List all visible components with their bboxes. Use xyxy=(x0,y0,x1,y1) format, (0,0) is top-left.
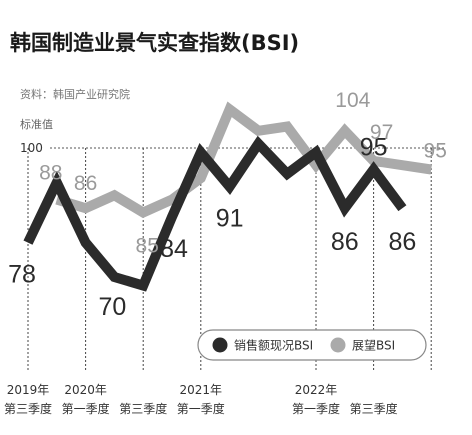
data-label: 86 xyxy=(331,228,359,256)
legend: 销售额现况BSI 展望BSI xyxy=(197,329,427,361)
reference-line-value: 100 xyxy=(20,141,43,155)
legend-box xyxy=(197,329,427,361)
chart-source: 资料：韩国产业研究院 xyxy=(20,87,130,101)
data-label: 91 xyxy=(216,205,244,233)
x-tick-year: 2022年 xyxy=(295,383,338,397)
reference-line-group: 100 xyxy=(20,141,446,155)
x-tick-year: 2019年 xyxy=(7,383,50,397)
vertical-guides xyxy=(27,148,432,372)
legend-marker-0 xyxy=(212,337,228,353)
x-tick-quarter: 第三季度 xyxy=(4,401,52,416)
legend-marker-1 xyxy=(330,337,346,353)
data-label: 95 xyxy=(360,134,388,162)
data-label: 78 xyxy=(8,261,36,289)
x-tick-quarter: 第一季度 xyxy=(292,401,340,416)
legend-label-1: 展望BSI xyxy=(352,339,395,353)
chart-title: 韩国制造业景气实查指数(BSI) xyxy=(10,31,299,55)
data-label: 86 xyxy=(388,228,416,256)
legend-label-0: 销售额现况BSI xyxy=(234,338,313,353)
data-label: 104 xyxy=(335,89,370,112)
data-label: 70 xyxy=(98,293,126,321)
x-tick-year: 2020年 xyxy=(64,383,107,397)
data-label: 85 xyxy=(136,235,159,258)
x-tick-quarter: 第三季度 xyxy=(119,401,167,416)
series-lines xyxy=(23,101,432,292)
series-line-1 xyxy=(55,101,432,219)
series-line-0 xyxy=(23,135,407,292)
data-label: 86 xyxy=(74,172,97,195)
x-tick-quarter: 第一季度 xyxy=(62,401,110,416)
data-label: 84 xyxy=(160,235,188,263)
reference-line-name: 标准值 xyxy=(20,117,53,131)
x-tick-quarter: 第一季度 xyxy=(177,401,225,416)
x-tick-quarter: 第三季度 xyxy=(350,401,398,416)
x-tick-year: 2021年 xyxy=(180,383,223,397)
data-label: 95 xyxy=(424,140,447,163)
data-label: 97 xyxy=(370,121,393,144)
data-label: 88 xyxy=(39,162,62,185)
